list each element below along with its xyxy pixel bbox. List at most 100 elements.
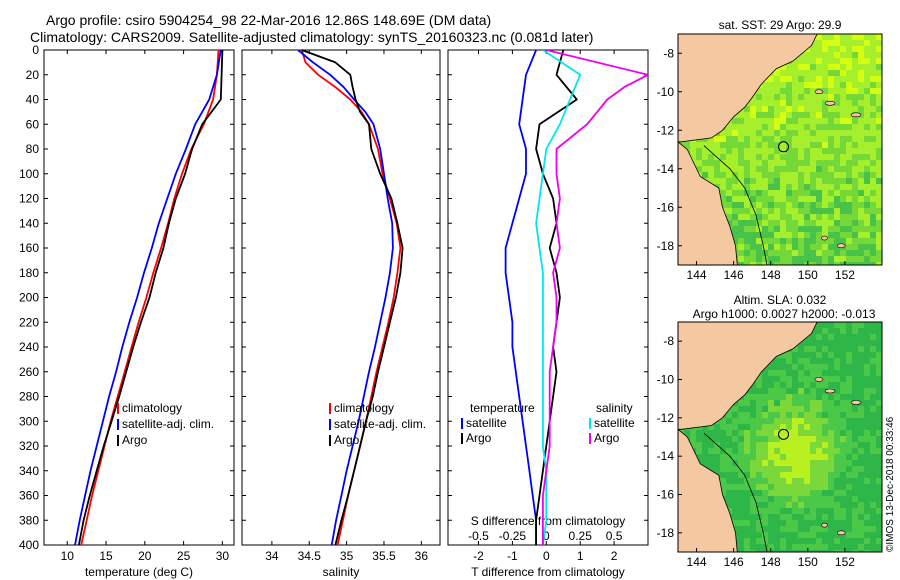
map-pixel: [696, 160, 702, 166]
y-tick-label: 380: [19, 513, 39, 527]
map-pixel: [864, 76, 870, 82]
map-pixel: [798, 178, 804, 184]
map-pixel: [798, 514, 804, 520]
map-pixel: [762, 118, 768, 124]
map-pixel: [876, 130, 882, 136]
map-pixel: [702, 448, 708, 454]
map-pixel: [768, 130, 774, 136]
y-tick-label: 80: [26, 142, 40, 156]
map-pixel: [738, 460, 744, 466]
map-pixel: [834, 394, 840, 400]
map-pixel: [822, 142, 828, 148]
legend-label: Argo: [334, 433, 360, 447]
map-pixel: [756, 100, 762, 106]
map-pixel: [834, 502, 840, 508]
map-pixel: [708, 172, 714, 178]
map-pixel: [804, 388, 810, 394]
map-pixel: [846, 70, 852, 76]
map-pixel: [756, 166, 762, 172]
map-pixel: [750, 142, 756, 148]
map-pixel: [798, 196, 804, 202]
map-pixel: [792, 370, 798, 376]
map-pixel: [828, 394, 834, 400]
map-pixel: [816, 328, 822, 334]
map-pixel: [858, 346, 864, 352]
map-pixel: [798, 124, 804, 130]
map-pixel: [804, 202, 810, 208]
map-pixel: [744, 454, 750, 460]
map-pixel: [870, 184, 876, 190]
map-pixel: [852, 58, 858, 64]
map-pixel: [762, 484, 768, 490]
map-pixel: [810, 190, 816, 196]
map-pixel: [864, 532, 870, 538]
island: [850, 112, 862, 118]
map-pixel: [834, 334, 840, 340]
map-pixel: [804, 76, 810, 82]
map-pixel: [858, 154, 864, 160]
y-tick-label: 400: [19, 538, 39, 552]
map-pixel: [750, 238, 756, 244]
map-pixel: [810, 376, 816, 382]
map-pixel: [870, 508, 876, 514]
map-pixel: [804, 88, 810, 94]
map-pixel: [720, 202, 726, 208]
map-pixel: [780, 256, 786, 262]
map-pixel: [792, 70, 798, 76]
map-x-tick-label: 146: [724, 268, 744, 282]
map-pixel: [858, 106, 864, 112]
map-pixel: [786, 256, 792, 262]
map-pixel: [864, 400, 870, 406]
map-pixel: [786, 448, 792, 454]
map-pixel: [864, 364, 870, 370]
y-tick-label: 200: [19, 291, 39, 305]
depth-contour: [703, 145, 768, 265]
map-pixel: [798, 418, 804, 424]
map-pixel: [864, 82, 870, 88]
map-pixel: [846, 148, 852, 154]
map-pixel: [834, 196, 840, 202]
map-y-tick-label: -8: [663, 46, 674, 60]
map-pixel: [846, 328, 852, 334]
map-pixel: [786, 358, 792, 364]
map-pixel: [744, 262, 750, 265]
map-pixel: [858, 376, 864, 382]
map-pixel: [720, 448, 726, 454]
map-pixel: [786, 184, 792, 190]
map-pixel: [762, 112, 768, 118]
map-pixel: [858, 496, 864, 502]
map-pixel: [822, 418, 828, 424]
map-pixel: [792, 376, 798, 382]
y-tick-label: 280: [19, 390, 39, 404]
map-pixel: [870, 202, 876, 208]
map-pixel: [732, 166, 738, 172]
map-pixel: [828, 418, 834, 424]
map-pixel: [876, 112, 882, 118]
map-pixel: [870, 352, 876, 358]
map-pixel: [876, 172, 882, 178]
map-pixel: [792, 118, 798, 124]
map-pixel: [876, 244, 882, 250]
map-pixel: [858, 382, 864, 388]
y-tick-label: 340: [19, 464, 39, 478]
map-pixel: [792, 136, 798, 142]
map-pixel: [804, 418, 810, 424]
map-pixel: [774, 244, 780, 250]
map-pixel: [804, 238, 810, 244]
map-pixel: [744, 106, 750, 112]
map-pixel: [840, 490, 846, 496]
map-pixel: [786, 436, 792, 442]
map-pixel: [750, 418, 756, 424]
map-pixel: [864, 550, 870, 552]
map-pixel: [846, 46, 852, 52]
map-pixel: [780, 178, 786, 184]
map-pixel: [858, 46, 864, 52]
map-pixel: [816, 424, 822, 430]
map-pixel: [720, 172, 726, 178]
map-pixel: [750, 538, 756, 544]
map-pixel: [846, 100, 852, 106]
series-line-t-satellite: [504, 50, 537, 545]
map-pixel: [864, 136, 870, 142]
map-pixel: [810, 484, 816, 490]
map-pixel: [846, 172, 852, 178]
